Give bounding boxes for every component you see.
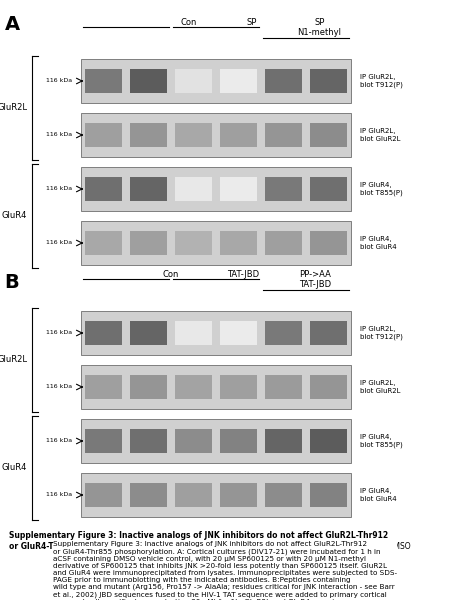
- Bar: [81, 113, 351, 157]
- Bar: [81, 59, 351, 103]
- Bar: [265, 177, 302, 201]
- Text: IP GluR2L,
blot T912(P): IP GluR2L, blot T912(P): [360, 326, 403, 340]
- Bar: [265, 123, 302, 147]
- Text: 116 kDa: 116 kDa: [46, 187, 72, 191]
- Bar: [130, 483, 167, 507]
- Bar: [81, 221, 351, 265]
- Text: TAT-JBD: TAT-JBD: [227, 270, 259, 279]
- Text: GluR4: GluR4: [2, 211, 27, 220]
- Text: 116 kDa: 116 kDa: [46, 331, 72, 335]
- Bar: [85, 123, 122, 147]
- Bar: [85, 375, 122, 399]
- Text: IP GluR4,
blot T855(P): IP GluR4, blot T855(P): [360, 434, 403, 448]
- Text: SP: SP: [247, 18, 257, 27]
- Bar: [310, 231, 347, 255]
- Bar: [265, 375, 302, 399]
- Bar: [220, 321, 257, 345]
- Bar: [265, 321, 302, 345]
- Text: 116 kDa: 116 kDa: [46, 439, 72, 443]
- Bar: [175, 429, 212, 453]
- Bar: [220, 375, 257, 399]
- Bar: [265, 429, 302, 453]
- Bar: [85, 69, 122, 93]
- Text: Con: Con: [181, 18, 197, 27]
- Bar: [220, 483, 257, 507]
- Text: GluR2L: GluR2L: [0, 355, 27, 364]
- Bar: [220, 123, 257, 147]
- Bar: [310, 321, 347, 345]
- Text: IP GluR2L,
blot GluR2L: IP GluR2L, blot GluR2L: [360, 380, 400, 394]
- Bar: [175, 69, 212, 93]
- Bar: [81, 419, 351, 463]
- Text: IP GluR4,
blot GluR4: IP GluR4, blot GluR4: [360, 488, 396, 502]
- Text: IP GluR2L,
blot GluR2L: IP GluR2L, blot GluR2L: [360, 128, 400, 142]
- Bar: [85, 177, 122, 201]
- Bar: [175, 483, 212, 507]
- Bar: [130, 321, 167, 345]
- Bar: [175, 375, 212, 399]
- Text: PP->AA
TAT-JBD: PP->AA TAT-JBD: [299, 270, 331, 289]
- Bar: [175, 177, 212, 201]
- Text: 116 kDa: 116 kDa: [46, 133, 72, 137]
- Bar: [175, 321, 212, 345]
- Bar: [130, 429, 167, 453]
- Text: IP GluR4,
blot GluR4: IP GluR4, blot GluR4: [360, 236, 396, 250]
- Bar: [85, 231, 122, 255]
- Bar: [130, 177, 167, 201]
- Text: A: Cortical cultures (DIV17-21) were incubated for 1 h in aCSF containing DMSO: A: Cortical cultures (DIV17-21) were inc…: [104, 542, 414, 551]
- Bar: [265, 69, 302, 93]
- Bar: [81, 167, 351, 211]
- Text: 116 kDa: 116 kDa: [46, 79, 72, 83]
- Bar: [85, 429, 122, 453]
- Text: 116 kDa: 116 kDa: [46, 385, 72, 389]
- Text: Con: Con: [163, 270, 179, 279]
- Bar: [310, 375, 347, 399]
- Text: Supplementary Figure 3: Inactive analogs of JNK inhibitors do not affect GluR2L-: Supplementary Figure 3: Inactive analogs…: [53, 541, 397, 600]
- Bar: [310, 123, 347, 147]
- Text: 116 kDa: 116 kDa: [46, 241, 72, 245]
- Bar: [130, 231, 167, 255]
- Bar: [310, 69, 347, 93]
- Bar: [85, 483, 122, 507]
- Bar: [175, 123, 212, 147]
- Bar: [310, 483, 347, 507]
- Bar: [85, 321, 122, 345]
- Bar: [81, 311, 351, 355]
- Bar: [130, 123, 167, 147]
- Text: or GluR4-Thr855 phosphorylation.: or GluR4-Thr855 phosphorylation.: [9, 542, 155, 551]
- Bar: [220, 177, 257, 201]
- Text: B: B: [4, 273, 19, 292]
- Text: SP
N1-methyl: SP N1-methyl: [297, 18, 342, 37]
- Bar: [265, 483, 302, 507]
- Text: IP GluR2L,
blot T912(P): IP GluR2L, blot T912(P): [360, 74, 403, 88]
- Bar: [130, 375, 167, 399]
- Bar: [220, 231, 257, 255]
- Bar: [310, 177, 347, 201]
- Bar: [130, 69, 167, 93]
- Text: 116 kDa: 116 kDa: [46, 493, 72, 497]
- Bar: [81, 365, 351, 409]
- Text: A: A: [4, 15, 20, 34]
- Bar: [220, 69, 257, 93]
- Bar: [175, 231, 212, 255]
- Bar: [310, 429, 347, 453]
- Bar: [81, 473, 351, 517]
- Text: IP GluR4,
blot T855(P): IP GluR4, blot T855(P): [360, 182, 403, 196]
- Text: GluR2L: GluR2L: [0, 103, 27, 112]
- Bar: [265, 231, 302, 255]
- Text: Supplementary Figure 3: Inactive analogs of JNK inhibitors do not affect GluR2L-: Supplementary Figure 3: Inactive analogs…: [9, 531, 388, 540]
- Text: GluR4: GluR4: [2, 463, 27, 473]
- Bar: [220, 429, 257, 453]
